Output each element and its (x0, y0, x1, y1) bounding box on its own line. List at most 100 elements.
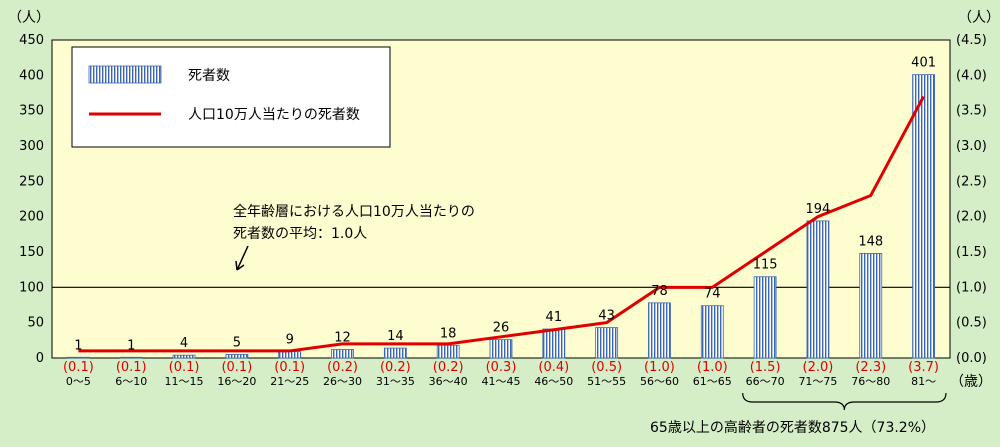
bar (278, 351, 302, 359)
bar (172, 354, 196, 359)
left-tick-label: 350 (19, 104, 44, 119)
bar (225, 354, 249, 359)
right-axis-unit: （人） (958, 10, 1000, 26)
rate-value-label: (0.2) (433, 360, 464, 375)
category-label: 61〜65 (693, 375, 732, 388)
right-tick-label: (1.5) (956, 245, 987, 260)
bar-value-label: 26 (493, 321, 510, 336)
bar (542, 328, 566, 359)
category-label: 0〜5 (66, 375, 91, 388)
elderly-deaths-note: 65歳以上の高齢者の死者数875人（73.2%） (650, 419, 935, 436)
category-label: 26〜30 (323, 375, 362, 388)
bar-value-label: 4 (180, 336, 188, 351)
bar (67, 356, 90, 359)
category-label: 31〜35 (376, 375, 415, 388)
bar-value-label: 12 (334, 331, 351, 346)
rate-value-label: (2.0) (803, 360, 834, 375)
rate-value-label: (2.3) (855, 360, 886, 375)
bar (753, 276, 777, 359)
legend-line-label: 人口10万人当たりの死者数 (188, 107, 360, 123)
elderly-brace (742, 392, 947, 411)
bar (700, 305, 724, 359)
rate-value-label: (0.4) (538, 360, 569, 375)
legend: 死者数 人口10万人当たりの死者数 (71, 46, 391, 148)
annotation-arrow (235, 245, 249, 271)
right-tick-label: (0.5) (956, 316, 987, 331)
category-label: 76〜80 (851, 375, 890, 388)
category-label: 6〜10 (115, 375, 147, 388)
bar (859, 253, 883, 359)
bar (806, 220, 830, 359)
left-tick-label: 250 (19, 174, 44, 189)
category-label: 66〜70 (746, 375, 785, 388)
bar-value-label: 115 (753, 258, 778, 273)
rate-data-labels: (0.1) (0.1) (0.1) (0.1) (0.1) (0.2) (0.2) (0.2)… (63, 360, 939, 375)
left-axis-unit: （人） (8, 10, 50, 26)
category-label: 36〜40 (429, 375, 468, 388)
rate-value-label: (1.5) (750, 360, 781, 375)
average-annotation-line-1: 全年齢層における人口10万人当たりの (233, 203, 475, 220)
category-label: 81〜 (911, 375, 936, 388)
bar-value-label: 5 (233, 335, 241, 350)
rate-value-label: (0.2) (380, 360, 411, 375)
bar-value-label: 78 (651, 284, 668, 299)
bar (383, 347, 407, 359)
right-tick-label: (4.5) (956, 33, 987, 48)
x-axis-unit: （歳） (950, 374, 992, 390)
left-tick-label: 450 (19, 33, 44, 48)
rate-value-label: (1.0) (644, 360, 675, 375)
category-label: 71〜75 (798, 375, 837, 388)
rate-value-label: (0.5) (591, 360, 622, 375)
left-tick-label: 100 (19, 280, 44, 295)
rate-value-label: (0.1) (221, 360, 252, 375)
left-tick-label: 0 (36, 351, 44, 366)
bar (119, 356, 143, 359)
bar-value-label: 401 (911, 56, 936, 71)
bar-value-label: 18 (440, 326, 457, 341)
right-tick-label: (3.5) (956, 104, 987, 119)
category-label: 41〜45 (482, 375, 521, 388)
right-tick-label: (2.5) (956, 174, 987, 189)
category-labels: 0〜5 6〜10 11〜15 16〜20 21〜25 26〜30 31〜35 36〜40 41〜… (66, 375, 936, 388)
left-tick-label: 50 (27, 316, 44, 331)
category-label: 16〜20 (217, 375, 256, 388)
bar-value-label: 148 (858, 234, 883, 249)
legend-bar-swatch (88, 65, 162, 84)
rate-value-label: (3.7) (908, 360, 939, 375)
average-annotation-line-2: 死者数の平均：1.0人 (233, 226, 367, 242)
right-tick-label: (1.0) (956, 280, 987, 295)
bar-value-label: 1 (127, 338, 135, 353)
bar (648, 302, 671, 359)
rate-value-label: (1.0) (697, 360, 728, 375)
bar-value-label: 43 (598, 309, 615, 324)
bar-value-label: 194 (806, 202, 831, 217)
left-tick-label: 300 (19, 139, 44, 154)
bar-value-label: 41 (546, 310, 563, 325)
right-tick-label: (4.0) (956, 68, 987, 83)
legend-box (71, 46, 391, 148)
rate-value-label: (0.1) (63, 360, 94, 375)
category-label: 51〜55 (587, 375, 626, 388)
right-tick-label: (2.0) (956, 210, 987, 225)
right-tick-label: (3.0) (956, 139, 987, 154)
bar (595, 327, 619, 359)
category-label: 21〜25 (270, 375, 309, 388)
left-tick-label: 400 (19, 68, 44, 83)
right-axis-ticks: (0.0) (0.5) (1.0) (1.5) (2.0) (2.5) (3.0) (3.5)… (956, 33, 987, 366)
category-label: 11〜15 (165, 375, 204, 388)
bar (436, 344, 460, 359)
bar (331, 349, 354, 359)
bar (912, 74, 935, 359)
rate-value-label: (0.1) (274, 360, 305, 375)
bar-value-label: 14 (387, 329, 404, 344)
left-axis-ticks: 0 50 100 150 200 250 300 350 400 450 (19, 33, 44, 366)
rate-series-line (78, 95, 925, 353)
bar-series (67, 74, 935, 359)
legend-bar-label: 死者数 (188, 68, 230, 84)
rate-value-label: (0.1) (169, 360, 200, 375)
bar-value-label: 9 (286, 333, 294, 348)
bar-value-label: 1 (74, 338, 82, 353)
category-label: 56〜60 (640, 375, 679, 388)
